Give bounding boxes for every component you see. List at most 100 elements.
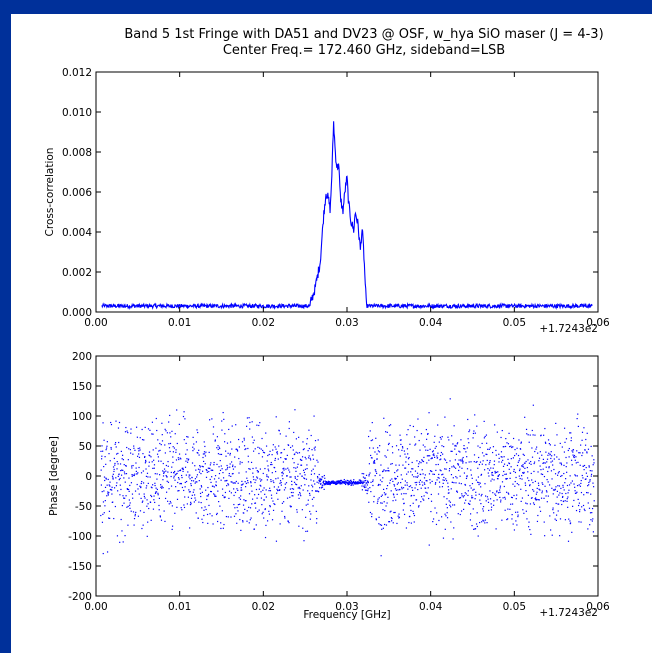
phase-point	[290, 491, 293, 494]
phase-point	[421, 469, 423, 471]
phase-point	[441, 486, 444, 488]
phase-point	[308, 485, 310, 487]
phase-point	[309, 494, 311, 496]
phase-point	[371, 457, 373, 459]
phase-point	[182, 468, 184, 470]
phase-point	[443, 496, 445, 498]
phase-point	[299, 493, 301, 495]
phase-point	[413, 476, 415, 478]
phase-point	[147, 476, 149, 478]
phase-y-tick-label: -100	[68, 531, 92, 543]
phase-point	[205, 469, 207, 471]
phase-point	[147, 521, 149, 523]
phase-point	[454, 459, 456, 461]
phase-point	[372, 480, 374, 483]
phase-point	[173, 472, 175, 474]
phase-point	[535, 493, 538, 495]
phase-point	[147, 428, 150, 430]
phase-point	[450, 506, 452, 508]
phase-point	[510, 466, 512, 468]
phase-point	[400, 474, 402, 476]
phase-point	[302, 448, 304, 451]
phase-point	[490, 467, 492, 469]
phase-point	[380, 495, 382, 497]
phase-point	[170, 436, 172, 438]
phase-point	[551, 478, 553, 480]
phase-point	[537, 452, 539, 454]
phase-point	[424, 487, 427, 489]
phase-point	[270, 479, 272, 481]
phase-point	[578, 521, 580, 523]
phase-point	[329, 482, 331, 484]
phase-point	[421, 496, 423, 498]
phase-point	[589, 524, 591, 526]
phase-point	[494, 472, 497, 474]
phase-point	[521, 465, 523, 467]
phase-point	[199, 488, 201, 490]
phase-point	[209, 464, 212, 466]
phase-point	[430, 510, 432, 513]
phase-point	[352, 483, 354, 485]
phase-point	[491, 474, 493, 476]
phase-point	[220, 527, 222, 530]
phase-point	[501, 519, 503, 521]
phase-point	[118, 473, 120, 475]
phase-point	[452, 504, 454, 506]
phase-point	[536, 498, 538, 501]
phase-point	[167, 465, 169, 467]
phase-point	[365, 482, 367, 484]
phase-point	[580, 521, 582, 523]
phase-point	[387, 443, 390, 446]
phase-point	[318, 491, 320, 493]
phase-point	[325, 482, 327, 484]
phase-point	[141, 428, 143, 431]
phase-point	[541, 454, 543, 456]
phase-point	[510, 445, 512, 447]
phase-point	[382, 509, 384, 511]
phase-point	[362, 476, 365, 478]
phase-point	[391, 520, 393, 522]
phase-point	[343, 478, 345, 481]
phase-point	[336, 481, 338, 483]
phase-point	[187, 471, 189, 473]
phase-point	[158, 450, 160, 452]
phase-point	[147, 503, 149, 505]
phase-point	[133, 518, 136, 520]
phase-point	[129, 507, 131, 509]
phase-point	[452, 477, 454, 479]
phase-point	[387, 449, 389, 451]
phase-point	[202, 456, 204, 459]
phase-point	[577, 413, 579, 415]
phase-point	[496, 491, 498, 493]
phase-point	[548, 466, 550, 468]
phase-point	[212, 485, 214, 487]
phase-point	[509, 446, 511, 448]
phase-point	[419, 449, 421, 451]
phase-point	[160, 486, 162, 488]
phase-point	[565, 456, 567, 459]
phase-point	[134, 490, 137, 492]
phase-point	[155, 487, 157, 489]
phase-point	[493, 500, 495, 502]
phase-point	[472, 508, 474, 510]
cross-correlation-x-tick-label: 0.00	[84, 317, 107, 329]
phase-point	[130, 428, 132, 430]
phase-point	[571, 450, 573, 452]
phase-point	[112, 478, 114, 480]
phase-point	[369, 447, 371, 449]
phase-point	[370, 457, 373, 459]
phase-point	[282, 468, 284, 470]
phase-point	[404, 480, 406, 482]
phase-point	[268, 470, 270, 472]
phase-point	[409, 515, 411, 518]
cross-correlation-x-tick-label: 0.06	[586, 317, 610, 329]
phase-point	[234, 466, 236, 468]
phase-point	[494, 493, 496, 495]
phase-point	[204, 455, 207, 457]
phase-point	[420, 433, 423, 435]
phase-point	[208, 504, 210, 507]
phase-point	[116, 535, 119, 537]
phase-point	[461, 493, 463, 495]
phase-point	[536, 520, 539, 523]
phase-point	[193, 494, 196, 496]
